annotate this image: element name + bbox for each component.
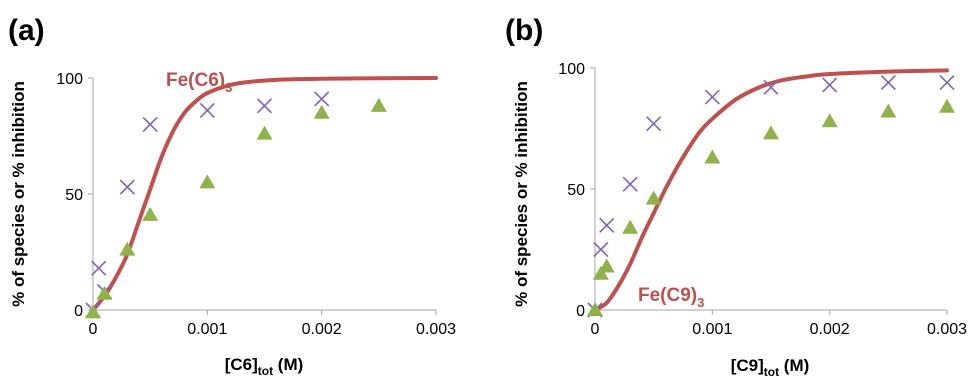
panel-b-triangle-point [587, 302, 603, 316]
panel-b-x-axis-title: [C9]tot (M) [731, 356, 810, 379]
panel-a-cross-stroke [91, 260, 107, 276]
panel-b-x-tick-label: 0.001 [692, 321, 732, 338]
panel-b-cross-stroke [704, 89, 720, 105]
panel-a-cross-stroke [142, 116, 158, 132]
panel-a-cross-point [142, 116, 158, 132]
panel-b-cross-stroke [939, 74, 955, 91]
panel-b-curve-label: Fe(C9)3 [638, 285, 704, 310]
panel-b-cross-point [593, 241, 609, 258]
panel-b-triangle-point [592, 265, 609, 280]
panel-b-cross-point [622, 176, 638, 192]
panel-b-cross-point [880, 74, 896, 91]
panel-b-cross-point [763, 79, 779, 95]
panel-b-y-axis-title: % of species or % inhibition [512, 81, 531, 307]
panel-b-cross-stroke [622, 176, 638, 192]
panel-b-cross-stroke [880, 74, 896, 91]
panel-b-x-tick-label: 0.002 [810, 321, 850, 338]
panel-b-y-tick-label: 50 [567, 182, 585, 199]
panel-a-triangle-point [142, 206, 159, 221]
panel-a-x-tick-label: 0.001 [187, 321, 227, 338]
panel-b-triangle-point [598, 258, 615, 273]
panel-a-cross-point [91, 260, 107, 276]
panel-a-curve-label-sub: 3 [225, 80, 232, 95]
panel-a-curve-label: Fe(C6)3 [166, 70, 232, 95]
panel-a-label: (a) [8, 14, 45, 47]
panel-b-x-tick-label: 0 [591, 321, 600, 338]
panel-a-x-axis-title-sub: tot [258, 364, 273, 378]
panel-b-triangle-point [939, 98, 955, 113]
panel-a-triangle-point [85, 304, 101, 319]
panel-b-curve-label-main: Fe(C9) [638, 285, 697, 306]
panel-a-curve-label-main: Fe(C6) [166, 70, 225, 91]
panel-a-x-tick-label: 0.003 [416, 321, 456, 338]
panel-a-x-axis-title-main: [C6] [225, 355, 258, 374]
panel-b-curve-line [593, 68, 949, 312]
panel-a-cross-point [314, 91, 330, 107]
panel-a-triangle-point [256, 125, 273, 140]
panel-a-x-axis-title: [C6]tot (M) [225, 355, 304, 378]
panel-a-cross-stroke [256, 98, 273, 114]
panel-a-triangle-point [370, 97, 387, 112]
panel-a-triangle-point [313, 104, 330, 119]
panel-b-cross-stroke [763, 79, 779, 95]
panel-a-cross-point [199, 102, 215, 119]
panel-b-triangle-point [821, 113, 838, 128]
panel-a-y-tick-label: 100 [56, 71, 83, 88]
panel-b-x-axis-title-main: [C9] [731, 356, 764, 375]
panel-b-cross-point [939, 74, 955, 91]
panel-b-triangle-point [622, 219, 639, 234]
panel-a-cross-point [119, 179, 135, 195]
panel-a-x-tick-label: 0 [89, 321, 98, 338]
panel-a-y-tick-label: 50 [65, 187, 83, 204]
panel-b-cross-point [599, 217, 615, 233]
panel-a-cross-point [256, 98, 273, 114]
panel-b-triangle-point [880, 103, 897, 118]
panel-b-cross-point [646, 116, 662, 132]
panel-b-x-tick-label: 0.003 [927, 321, 967, 338]
panel-b-cross-stroke [646, 116, 662, 132]
panel-b-triangle-point [645, 190, 662, 205]
panel-b-curve-label-sub: 3 [697, 295, 704, 310]
panel-b-cross-point [822, 77, 838, 93]
panel-b-x-axis-title-unit: (M) [779, 356, 809, 375]
panel-b: (b) % of species or % inhibition [C9]tot… [505, 14, 967, 379]
panel-a-y-axis-title: % of species or % inhibition [9, 81, 28, 307]
panel-b-x-axis-title-sub: tot [764, 365, 779, 379]
panel-a-cross-stroke [119, 179, 135, 195]
panel-a-x-axis-title-unit: (M) [273, 355, 303, 374]
panel-b-cross-stroke [599, 217, 615, 233]
panel-a-curve-line [91, 76, 438, 312]
panel-b-cross-stroke [593, 241, 609, 258]
panel-a-triangle-point [199, 174, 216, 189]
panel-a-x-tick-label: 0.002 [302, 321, 342, 338]
panel-a-triangle-point [119, 241, 136, 256]
panel-b-cross-stroke [822, 77, 838, 93]
panel-b-y-tick-label: 100 [558, 61, 585, 78]
panel-a-y-tick-label: 0 [74, 303, 83, 320]
panel-b-cross-point [704, 89, 720, 105]
panel-b-label: (b) [505, 14, 543, 47]
panel-a-cross-stroke [199, 102, 215, 119]
panel-b-y-tick-label: 0 [576, 303, 585, 320]
panel-a: (a) % of species or % inhibition [C6]tot… [8, 14, 456, 378]
panel-b-triangle-point [704, 149, 721, 164]
panel-a-triangle-point [96, 285, 113, 300]
panel-a-cross-stroke [314, 91, 330, 107]
panel-b-triangle-point [763, 125, 779, 140]
